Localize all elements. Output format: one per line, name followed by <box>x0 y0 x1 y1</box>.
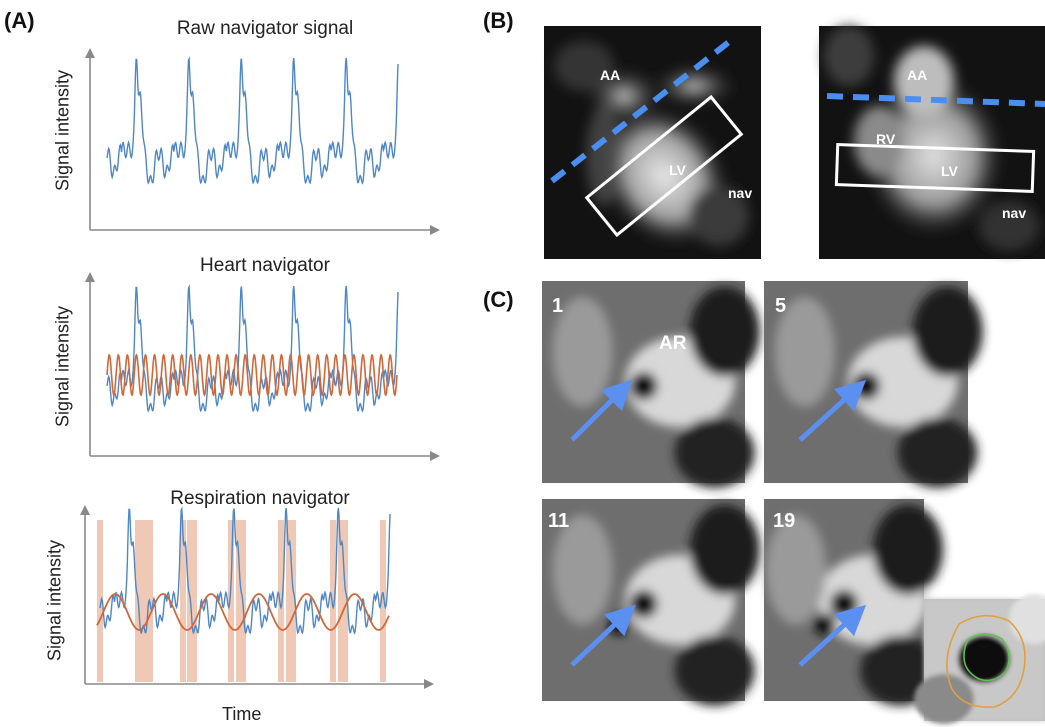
resp-band <box>380 520 386 682</box>
panel-c-letter: (C) <box>483 287 514 312</box>
dark-region <box>897 417 978 488</box>
mid-region <box>766 514 826 625</box>
arrow-indicator <box>798 604 867 667</box>
nav-box-left <box>584 94 744 238</box>
dark-region <box>689 286 760 377</box>
frame-4 <box>764 499 943 706</box>
plot2-heart-sinusoid <box>106 353 398 397</box>
plot2-title: Heart navigator <box>200 255 330 276</box>
plot3-xlabel: Time <box>222 704 262 724</box>
arrow-indicator <box>570 379 633 442</box>
mri-view-left <box>544 26 761 259</box>
dark-region <box>674 417 755 488</box>
frame-texture <box>774 286 983 488</box>
right-lv-label: LV <box>941 163 958 179</box>
frame-texture <box>552 286 760 488</box>
arrow-indicator <box>798 379 867 442</box>
right-rv-label: RV <box>876 131 896 147</box>
valve-lumen <box>629 590 658 619</box>
plot1-raw-signal <box>106 56 399 185</box>
panel-b-letter: (B) <box>483 8 514 33</box>
plot1-x-arrow <box>430 225 440 235</box>
frame-2-number: 5 <box>775 295 787 317</box>
plot2-x-arrow <box>430 451 440 461</box>
valve-lumen-2 <box>813 613 836 636</box>
dark-region <box>912 286 983 377</box>
resp-band <box>141 520 153 682</box>
plot2-y-arrow <box>85 272 95 282</box>
resp-band <box>180 520 186 682</box>
dark-region <box>689 504 760 595</box>
plot3-x-arrow <box>424 679 434 689</box>
mid-region <box>774 296 835 407</box>
plot3-title: Respiration navigator <box>170 488 350 509</box>
mid-region <box>552 296 613 407</box>
frame-2 <box>764 281 983 488</box>
valve-lumen <box>629 372 658 401</box>
frame-3 <box>542 499 760 706</box>
resp-band <box>286 520 296 682</box>
plot2-raw-signal <box>106 284 399 413</box>
resp-band <box>228 520 234 682</box>
outer-contour <box>946 614 1026 708</box>
contour-inset <box>914 594 1045 724</box>
plot1-title: Raw navigator signal <box>176 18 354 39</box>
panel-a-letter: (A) <box>4 8 35 33</box>
dark-region <box>674 635 755 706</box>
left-nav-label: nav <box>728 185 753 201</box>
plot3-y-arrow <box>80 505 90 515</box>
nav-box-right <box>834 143 1036 193</box>
inner-contour <box>963 633 1010 682</box>
frame-3-number: 11 <box>548 510 570 532</box>
resp-band <box>338 520 348 682</box>
frame-1 <box>542 281 760 488</box>
mid-region <box>552 514 613 625</box>
resp-band <box>187 520 197 682</box>
resp-band <box>97 520 103 682</box>
resp-band <box>278 520 284 682</box>
plot1-y-arrow <box>85 48 95 58</box>
arrow-indicator <box>570 604 636 667</box>
plot3-raw-signal <box>99 506 391 635</box>
resp-band <box>330 520 336 682</box>
dark-region <box>873 504 943 595</box>
nav-dash-right <box>826 93 1045 107</box>
nav-dash-left <box>550 35 736 184</box>
left-lv-label: LV <box>669 162 686 178</box>
resp-band <box>236 520 246 682</box>
right-nav-label: nav <box>1002 205 1027 221</box>
left-aa-label: AA <box>600 67 621 83</box>
frame-texture <box>552 504 760 706</box>
valve-lumen-2 <box>608 613 631 636</box>
mri-view-right <box>819 26 1045 259</box>
frame-1-number: 1 <box>552 295 564 317</box>
frame-4-number: 19 <box>773 510 796 532</box>
valve-lumen <box>852 372 880 401</box>
ar-label: AR <box>659 333 687 354</box>
plot3-respiration-sinusoid <box>96 593 390 631</box>
right-aa-label: AA <box>907 67 928 83</box>
